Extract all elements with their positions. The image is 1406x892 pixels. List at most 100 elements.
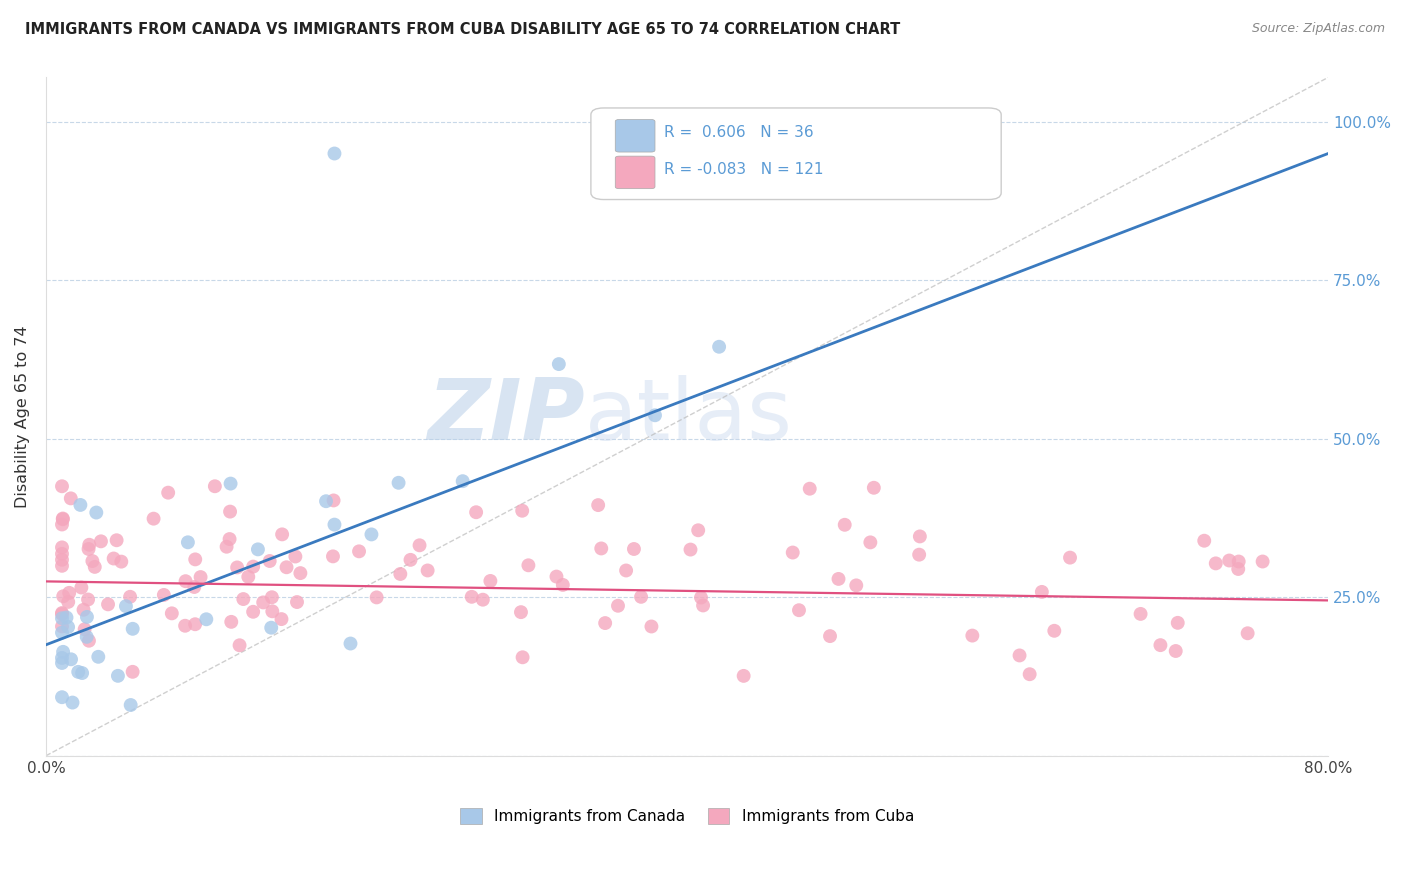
Point: [782, 545, 804, 559]
Point: [399, 553, 422, 567]
Point: [644, 409, 666, 423]
Point: [82, 554, 104, 568]
Point: [190, 570, 212, 584]
Point: [908, 548, 931, 562]
Point: [252, 595, 274, 609]
Point: [863, 481, 886, 495]
Point: [76, 610, 98, 624]
Point: [219, 615, 242, 629]
Point: [226, 560, 249, 574]
Point: [52, 589, 75, 603]
Point: [153, 588, 176, 602]
Point: [120, 590, 142, 604]
Point: [284, 549, 307, 564]
Point: [218, 532, 240, 546]
Point: [51, 690, 73, 705]
Point: [733, 669, 755, 683]
Point: [242, 605, 264, 619]
Point: [83, 560, 105, 574]
Point: [322, 549, 344, 564]
Point: [387, 475, 409, 490]
Point: [360, 527, 382, 541]
Point: [787, 603, 810, 617]
Text: ZIP: ZIP: [427, 375, 585, 458]
Point: [547, 357, 569, 371]
Point: [461, 590, 484, 604]
Y-axis label: Disability Age 65 to 74: Disability Age 65 to 74: [15, 326, 30, 508]
Point: [271, 527, 294, 541]
Point: [219, 505, 242, 519]
Point: [416, 564, 439, 578]
Point: [1194, 533, 1216, 548]
Point: [834, 517, 856, 532]
Point: [76, 630, 98, 644]
Point: [322, 493, 344, 508]
Point: [546, 569, 568, 583]
Point: [69, 498, 91, 512]
Point: [62, 696, 84, 710]
Point: [465, 505, 488, 519]
Point: [593, 616, 616, 631]
Point: [679, 542, 702, 557]
Point: [614, 564, 637, 578]
Point: [1167, 615, 1189, 630]
Text: IMMIGRANTS FROM CANADA VS IMMIGRANTS FROM CUBA DISABILITY AGE 65 TO 74 CORRELATI: IMMIGRANTS FROM CANADA VS IMMIGRANTS FRO…: [25, 22, 901, 37]
Point: [55, 610, 77, 624]
Point: [471, 592, 494, 607]
Point: [238, 570, 260, 584]
Point: [408, 538, 430, 552]
Point: [962, 629, 984, 643]
Point: [90, 534, 112, 549]
Point: [87, 649, 110, 664]
Point: [586, 498, 609, 512]
Point: [260, 591, 283, 605]
Point: [290, 566, 312, 581]
Point: [115, 599, 138, 614]
Point: [323, 517, 346, 532]
Point: [1031, 585, 1053, 599]
Point: [551, 578, 574, 592]
Point: [228, 638, 250, 652]
Point: [77, 538, 100, 552]
Point: [1129, 607, 1152, 621]
Point: [51, 611, 73, 625]
Point: [177, 535, 200, 549]
Point: [174, 619, 197, 633]
Point: [270, 612, 292, 626]
Point: [630, 590, 652, 604]
Point: [51, 625, 73, 640]
FancyBboxPatch shape: [616, 120, 655, 152]
Point: [51, 656, 73, 670]
Point: [215, 540, 238, 554]
Point: [366, 591, 388, 605]
Point: [52, 512, 75, 526]
Point: [1218, 553, 1240, 567]
Text: R = -0.083   N = 121: R = -0.083 N = 121: [664, 161, 824, 177]
Point: [77, 592, 100, 607]
Point: [1059, 550, 1081, 565]
Point: [58, 586, 80, 600]
Point: [58, 595, 80, 609]
Point: [1043, 624, 1066, 638]
Point: [262, 604, 284, 618]
Point: [1008, 648, 1031, 663]
FancyBboxPatch shape: [591, 108, 1001, 200]
Point: [184, 617, 207, 632]
Point: [70, 666, 93, 681]
Point: [107, 669, 129, 683]
Point: [73, 622, 96, 636]
Point: [276, 560, 298, 574]
Point: [56, 620, 79, 634]
Point: [51, 547, 73, 561]
Point: [1205, 557, 1227, 571]
Point: [690, 591, 713, 605]
Point: [1018, 667, 1040, 681]
Point: [183, 580, 205, 594]
Point: [70, 581, 93, 595]
Point: [1227, 555, 1250, 569]
Point: [908, 529, 931, 543]
Point: [121, 622, 143, 636]
Point: [845, 578, 868, 592]
Point: [818, 629, 841, 643]
Point: [479, 574, 502, 588]
